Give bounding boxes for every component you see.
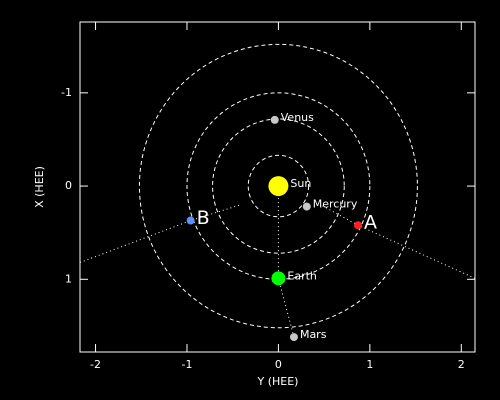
body-marker — [268, 176, 289, 197]
body-marker — [289, 333, 298, 342]
x-tick-label: 0 — [275, 358, 282, 371]
body-marker — [271, 271, 286, 286]
body-label: Sun — [290, 177, 311, 190]
body-label: Earth — [287, 269, 317, 282]
x-tick-label: 1 — [366, 358, 373, 371]
x-tick-label: -2 — [90, 358, 101, 371]
orbit — [247, 154, 310, 218]
x-tick-label: -1 — [181, 358, 192, 371]
y-axis-label: X (HEE) — [33, 166, 46, 208]
orbit — [212, 118, 345, 254]
body-marker — [302, 202, 311, 211]
x-tick-label: 2 — [458, 358, 465, 371]
plot-frame — [79, 21, 476, 353]
body-label: A — [364, 212, 377, 234]
body-label: Mars — [300, 328, 327, 341]
body-label: Venus — [281, 111, 314, 124]
orbit — [186, 92, 371, 280]
body-marker — [353, 221, 362, 230]
y-tick-label: 0 — [65, 179, 72, 192]
body-marker — [270, 115, 279, 124]
body-marker — [186, 216, 195, 225]
body-label: Mercury — [313, 198, 358, 211]
y-tick-label: -1 — [61, 86, 72, 99]
y-tick-label: 1 — [65, 272, 72, 285]
x-axis-label: Y (HEE) — [257, 375, 299, 388]
body-label: B — [197, 207, 210, 229]
orbit — [138, 43, 418, 329]
